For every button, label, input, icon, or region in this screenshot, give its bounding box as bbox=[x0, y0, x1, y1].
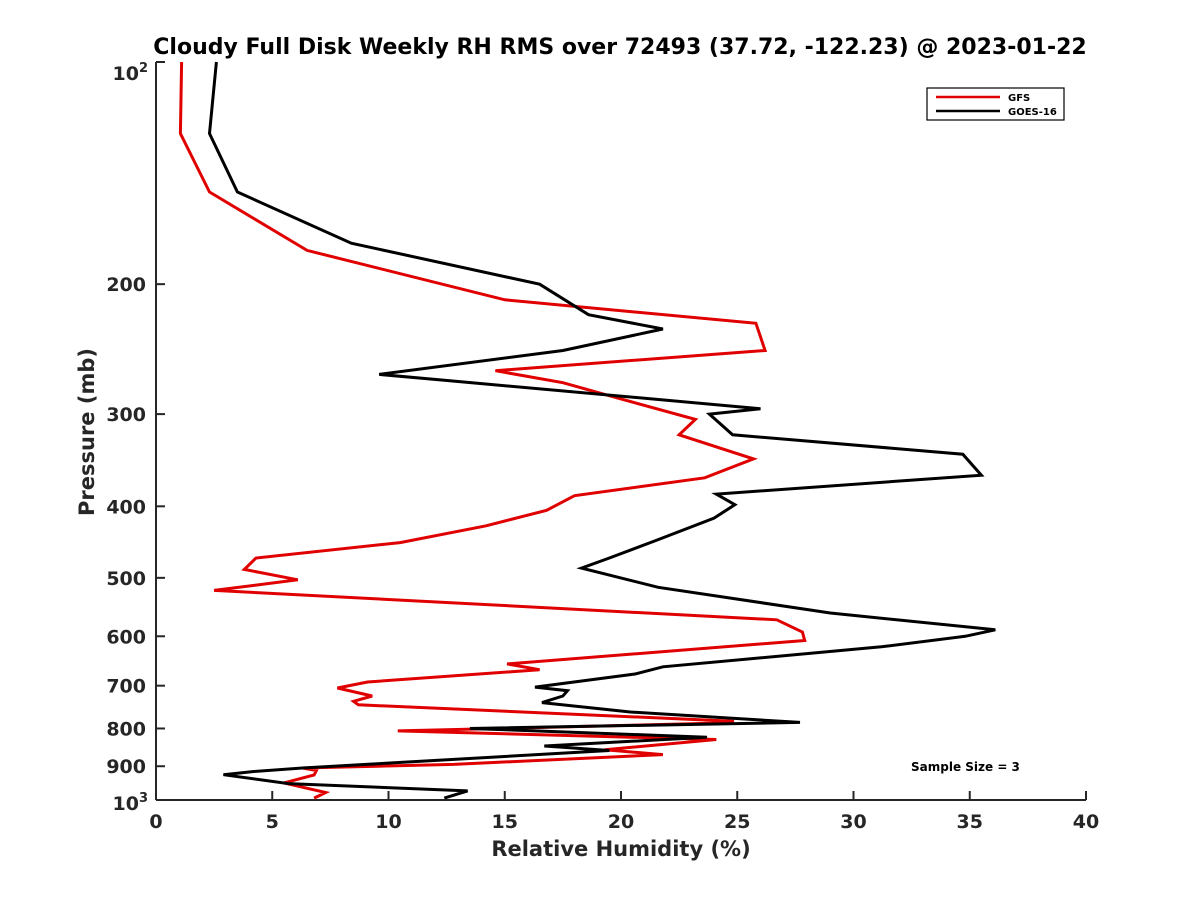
legend-label-gfs: GFS bbox=[1008, 93, 1030, 104]
y-ticks: 200 300 400 500 600 700 800 900 bbox=[106, 61, 165, 801]
x-tick-label: 40 bbox=[1073, 811, 1099, 833]
chart-title: Cloudy Full Disk Weekly RH RMS over 7249… bbox=[153, 35, 1086, 60]
legend-label-goes16: GOES-16 bbox=[1008, 107, 1057, 118]
y-tick-label: 200 bbox=[106, 274, 146, 296]
x-tick-label: 10 bbox=[375, 811, 401, 833]
x-tick-label: 5 bbox=[266, 811, 279, 833]
y-tick-label: 500 bbox=[106, 568, 146, 590]
x-ticks: 0 5 10 15 20 25 30 35 40 bbox=[149, 791, 1099, 833]
x-tick-label: 25 bbox=[724, 811, 750, 833]
series-line-goes16 bbox=[207, 61, 996, 800]
sample-size-annotation: Sample Size = 3 bbox=[911, 760, 1020, 774]
y-tick-label-bottom: 103 bbox=[113, 791, 149, 815]
x-tick-label: 20 bbox=[608, 811, 634, 833]
x-tick-label: 35 bbox=[957, 811, 983, 833]
y-tick-label-top: 102 bbox=[113, 61, 149, 85]
legend: GFS GOES-16 bbox=[926, 87, 1065, 121]
x-tick-label: 30 bbox=[840, 811, 866, 833]
y-tick-label: 900 bbox=[106, 756, 146, 778]
y-axis-label: Pressure (mb) bbox=[75, 348, 99, 516]
y-tick-label: 400 bbox=[106, 496, 146, 518]
y-tick-label: 300 bbox=[106, 404, 146, 426]
series-lines bbox=[178, 61, 996, 800]
x-tick-label: 0 bbox=[149, 811, 162, 833]
x-axis-label: Relative Humidity (%) bbox=[491, 837, 750, 861]
axes: 0 5 10 15 20 25 30 35 40 200 300 400 500 600 700 800 90… bbox=[106, 61, 1099, 833]
series-line-gfs bbox=[178, 61, 807, 800]
x-tick-label: 15 bbox=[492, 811, 518, 833]
y-tick-label: 600 bbox=[106, 626, 146, 648]
y-tick-label: 800 bbox=[106, 718, 146, 740]
y-tick-label: 700 bbox=[106, 676, 146, 698]
legend-box bbox=[926, 87, 1065, 121]
